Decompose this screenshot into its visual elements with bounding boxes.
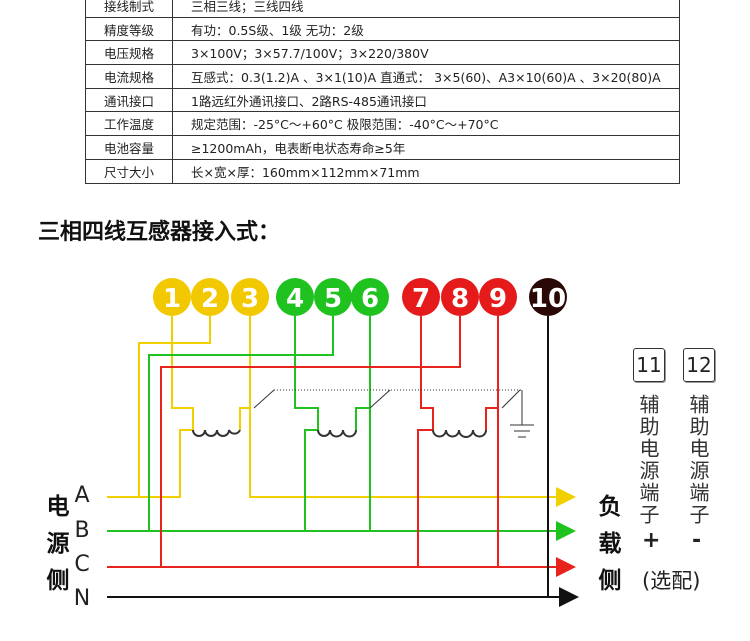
wire: [294, 316, 319, 430]
row-value: 3×100V；3×57.7/100V；3×220/380V: [172, 40, 680, 66]
terminal: [191, 278, 229, 316]
row-value: 三相三线；三线四线: [172, 0, 680, 18]
aux-sign: +: [642, 528, 661, 553]
terminal-number: 6: [361, 284, 379, 314]
terminal-number: 1: [163, 284, 181, 314]
wire: [160, 316, 461, 567]
spec-table: 接线制式 三相三线；三线四线 精度等级 有功：0.5S级、1级 无功：2级 电压规格 3×…: [85, 0, 680, 184]
phase-label: B: [74, 518, 89, 543]
row-label: 电池容量: [85, 135, 173, 160]
table-row: 工作温度 规定范围：-25°C～+60°C 极限范围：-40°C～+70°C: [85, 111, 680, 137]
row-label: 通讯接口: [85, 87, 173, 113]
terminal: [351, 278, 389, 316]
row-label: 接线制式: [85, 0, 173, 18]
table-row: 通讯接口 1路远红外通讯接口、2路RS-485通讯接口: [85, 87, 680, 113]
terminal: [153, 278, 191, 316]
table-row: 尺寸大小 长×宽×厚：160mm×112mm×71mm: [85, 158, 680, 184]
aux-sign: -: [692, 528, 702, 553]
ct-coil: [432, 429, 487, 438]
section-title: 三相四线互感器接入式：: [38, 220, 281, 245]
ct-coil: [192, 429, 241, 437]
wire: [417, 429, 433, 567]
row-value: 有功：0.5S级、1级 无功：2级: [172, 16, 680, 42]
table-row: 接线制式 三相三线；三线四线: [85, 0, 680, 18]
phase-label: C: [74, 552, 89, 577]
wire: [249, 316, 576, 507]
terminal: [276, 278, 314, 316]
wire: [239, 407, 250, 430]
ct-coil: [317, 429, 357, 438]
table-row: 电压规格 3×100V；3×57.7/100V；3×220/380V: [85, 40, 680, 66]
wire: [355, 407, 370, 430]
row-label: 尺寸大小: [85, 158, 173, 184]
terminal: [479, 278, 517, 316]
switch: [253, 389, 275, 409]
terminal: [402, 278, 440, 316]
aux-label: 辅助电源端子: [636, 394, 660, 526]
terminal-number: 2: [201, 284, 219, 314]
row-label: 工作温度: [85, 111, 173, 137]
terminal-number: 8: [451, 284, 469, 314]
terminal-number: 5: [324, 284, 342, 314]
load-side: 负载侧: [594, 494, 620, 605]
aux-label: 辅助电源端子: [686, 394, 710, 526]
terminal: [441, 278, 479, 316]
aux-terminal: 12: [683, 348, 715, 382]
row-value: 互感式：0.3(1.2)A 、3×1(10)A 直通式： 3×5(60)、A3×…: [172, 64, 680, 89]
row-value: 1路远红外通讯接口、2路RS-485通讯接口: [172, 87, 680, 113]
terminal-number: 4: [286, 284, 304, 314]
terminal-number: 9: [489, 284, 507, 314]
table-row: 精度等级 有功：0.5S级、1级 无功：2级: [85, 16, 680, 42]
terminal: [231, 278, 269, 316]
optional-note: (选配): [642, 569, 701, 593]
phase-label: A: [74, 483, 89, 508]
terminal-number: 10: [530, 284, 566, 314]
switch: [369, 389, 391, 409]
terminal: [529, 278, 567, 316]
wire: [148, 316, 334, 531]
row-label: 电流规格: [85, 64, 173, 89]
terminals: 1 2 3 4 5 6 7 8 9 10: [153, 278, 567, 316]
phase-label: N: [74, 586, 90, 611]
row-label: 精度等级: [85, 16, 173, 42]
wire: [420, 316, 434, 430]
wire: [304, 429, 318, 531]
switch: [501, 389, 521, 409]
terminal-number: 7: [412, 284, 430, 314]
wires: [107, 316, 579, 607]
wire: [485, 407, 498, 430]
row-value: 长×宽×厚：160mm×112mm×71mm: [172, 158, 680, 184]
terminal-number: 3: [241, 284, 259, 314]
table-row: 电池容量 ≥1200mAh，电表断电状态寿命≥5年: [85, 135, 680, 160]
table-row: 电流规格 互感式：0.3(1.2)A 、3×1(10)A 直通式： 3×5(60)…: [85, 64, 680, 89]
wire: [171, 316, 194, 430]
source-side: 电源侧: [42, 494, 68, 605]
terminal: [314, 278, 352, 316]
row-value: 规定范围：-25°C～+60°C 极限范围：-40°C～+70°C: [172, 111, 680, 137]
wire: [107, 429, 193, 498]
row-value: ≥1200mAh，电表断电状态寿命≥5年: [172, 135, 680, 160]
wire: [138, 316, 211, 497]
aux-terminal: 11: [633, 348, 665, 382]
